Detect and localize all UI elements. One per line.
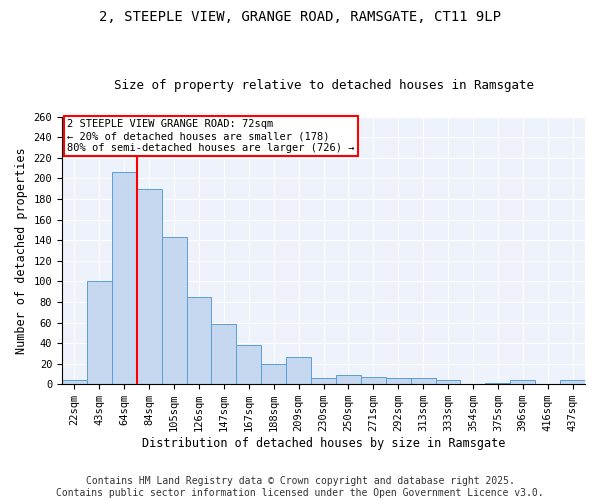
Bar [161, 237, 187, 384]
Bar [510, 380, 535, 384]
Text: Contains HM Land Registry data © Crown copyright and database right 2025.
Contai: Contains HM Land Registry data © Crown c… [56, 476, 544, 498]
Bar [311, 378, 336, 384]
Bar [187, 297, 211, 384]
Bar [137, 189, 161, 384]
Bar [386, 378, 410, 384]
Bar [485, 383, 510, 384]
Y-axis label: Number of detached properties: Number of detached properties [15, 147, 28, 354]
Bar [560, 380, 585, 384]
Bar [112, 172, 137, 384]
Bar [62, 380, 87, 384]
X-axis label: Distribution of detached houses by size in Ramsgate: Distribution of detached houses by size … [142, 437, 505, 450]
Bar [410, 378, 436, 384]
Text: 2, STEEPLE VIEW, GRANGE ROAD, RAMSGATE, CT11 9LP: 2, STEEPLE VIEW, GRANGE ROAD, RAMSGATE, … [99, 10, 501, 24]
Bar [261, 364, 286, 384]
Bar [286, 358, 311, 384]
Bar [336, 375, 361, 384]
Text: 2 STEEPLE VIEW GRANGE ROAD: 72sqm
← 20% of detached houses are smaller (178)
80%: 2 STEEPLE VIEW GRANGE ROAD: 72sqm ← 20% … [67, 120, 355, 152]
Bar [361, 377, 386, 384]
Bar [436, 380, 460, 384]
Bar [87, 282, 112, 384]
Bar [236, 345, 261, 384]
Bar [211, 324, 236, 384]
Title: Size of property relative to detached houses in Ramsgate: Size of property relative to detached ho… [113, 79, 533, 92]
